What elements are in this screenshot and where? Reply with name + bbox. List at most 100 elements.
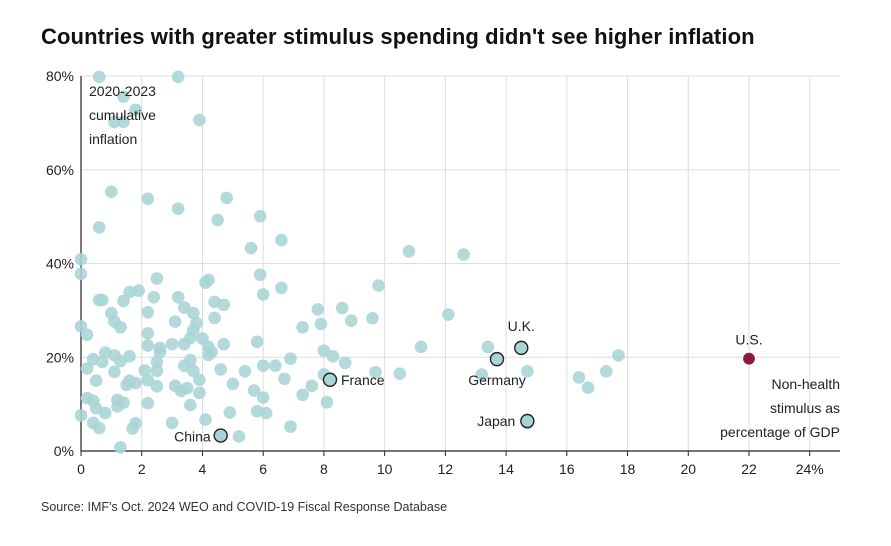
chart-title: Countries with greater stimulus spending… [41, 24, 755, 49]
y-axis-note: cumulative [89, 107, 156, 123]
data-point [117, 115, 130, 129]
data-point [108, 365, 121, 379]
labeled-data-point [213, 428, 228, 443]
data-point [171, 70, 185, 84]
labeled-data-point [489, 351, 505, 367]
data-point [232, 430, 246, 443]
data-point [211, 213, 224, 227]
annotations: U.S. U.K. Germany France Japan China 2020-2023… [89, 83, 840, 445]
data-point [129, 103, 142, 117]
data-point [193, 113, 206, 127]
data-point [366, 312, 379, 325]
data-point [111, 400, 124, 413]
data-point [74, 252, 88, 266]
data-point [150, 355, 164, 369]
data-point [150, 380, 164, 393]
data-point [80, 362, 94, 375]
data-point [147, 290, 161, 304]
data-point [612, 349, 625, 362]
data-point [278, 372, 291, 386]
y-tick-label: 40% [46, 256, 74, 272]
data-point [187, 306, 200, 320]
data-point [199, 413, 212, 426]
data-point [174, 384, 188, 398]
data-point [171, 290, 185, 304]
data-point [208, 311, 221, 325]
data-point [105, 185, 118, 199]
data-point [89, 374, 103, 387]
x-axis-note: stimulus as [770, 400, 840, 416]
y-tick-label: 60% [46, 162, 74, 178]
data-point [80, 328, 94, 342]
data-point [223, 406, 237, 419]
data-point [199, 276, 212, 290]
data-point [138, 364, 152, 377]
data-point [238, 365, 252, 378]
data-point [193, 386, 206, 400]
data-point [393, 367, 407, 380]
data-point [117, 90, 130, 103]
data-point [256, 391, 270, 404]
data-point [220, 191, 234, 205]
y-tick-label: 0% [54, 443, 74, 459]
data-point [114, 440, 127, 454]
gridlines [81, 75, 840, 451]
x-tick-label: 24% [796, 461, 824, 477]
data-point [314, 317, 328, 331]
point-label: France [341, 372, 385, 388]
x-tick-label: 22 [741, 461, 757, 477]
data-point [244, 241, 258, 255]
data-point [165, 337, 179, 351]
data-point [475, 368, 489, 381]
data-point [253, 209, 267, 223]
data-point [171, 202, 185, 215]
data-point [481, 340, 495, 354]
point-label: Germany [468, 372, 526, 388]
data-point [284, 420, 297, 433]
data-point [372, 279, 385, 292]
labeled-data-point [741, 351, 757, 366]
data-point [92, 421, 106, 435]
point-label: Japan [477, 413, 515, 429]
x-tick-label: 0 [77, 461, 85, 477]
data-point [344, 314, 358, 327]
data-point [317, 344, 331, 357]
labeled-data-point [520, 413, 535, 429]
data-point [193, 373, 206, 387]
data-point [521, 365, 534, 378]
data-point [108, 115, 121, 129]
data-point [187, 364, 200, 378]
data-point [114, 354, 127, 368]
data-point [141, 192, 155, 206]
x-tick-label: 16 [559, 461, 575, 477]
data-point [305, 379, 319, 393]
y-axis-note: 2020-2023 [89, 83, 156, 99]
data-point [114, 320, 127, 334]
data-point [92, 221, 106, 234]
data-point [165, 416, 179, 430]
data-point [250, 335, 264, 349]
data-point [74, 409, 88, 422]
point-label: China [174, 429, 211, 445]
data-point [117, 294, 130, 308]
data-point [269, 359, 282, 372]
point-label: U.S. [735, 332, 762, 348]
data-point [457, 248, 470, 261]
data-point [369, 365, 382, 379]
x-axis-note: Non-health [772, 376, 841, 392]
data-point [599, 365, 613, 378]
data-point [177, 337, 191, 351]
data-point [296, 320, 309, 334]
data-point [177, 301, 191, 314]
data-point [226, 377, 240, 391]
data-point [92, 70, 106, 84]
x-tick-label: 12 [438, 461, 454, 477]
y-axis-note: inflation [89, 131, 137, 147]
data-points [74, 70, 757, 454]
data-point [120, 378, 133, 392]
x-tick-label: 18 [620, 461, 636, 477]
data-point [581, 381, 595, 395]
data-point [442, 308, 455, 321]
x-tick-label: 2 [138, 461, 146, 477]
data-point [214, 363, 227, 376]
